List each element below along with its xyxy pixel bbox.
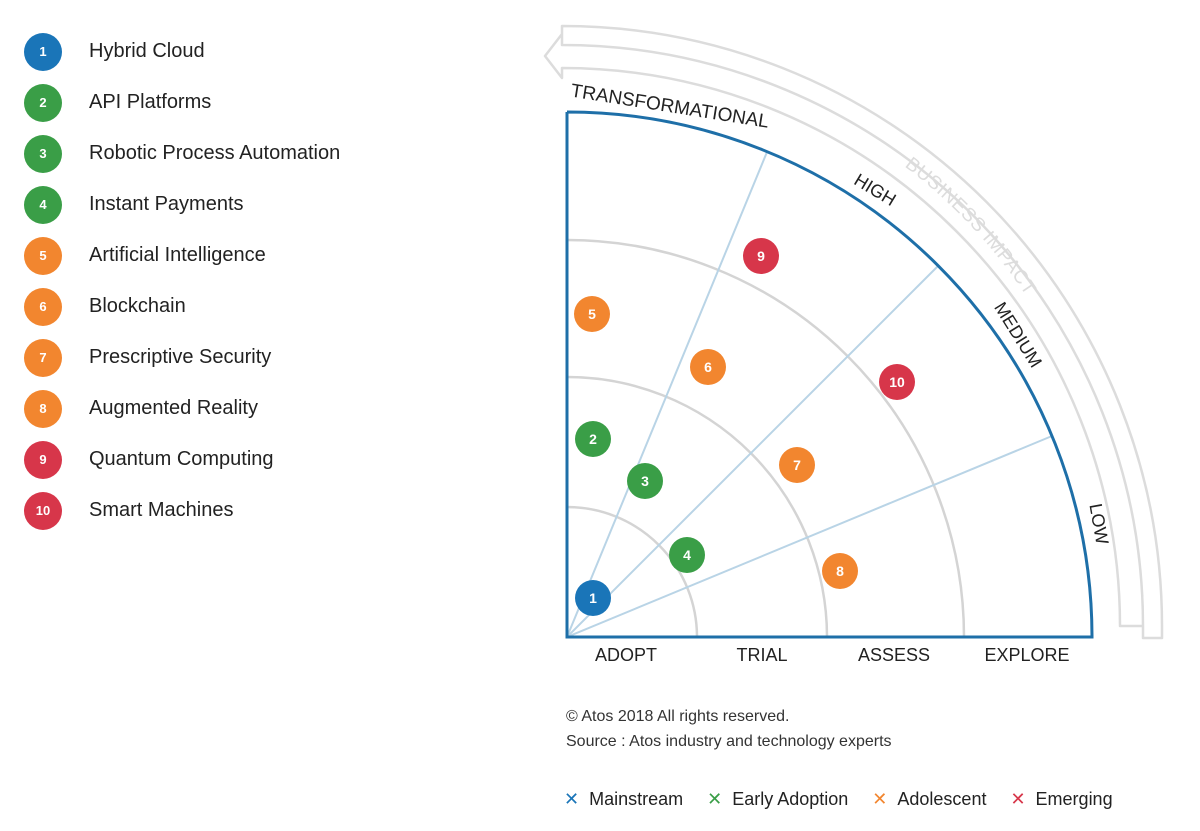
marker-number: 4: [683, 547, 691, 563]
marker-number: 6: [704, 359, 712, 375]
legend-label: Instant Payments: [89, 193, 244, 215]
ring-label-adopt: ADOPT: [595, 645, 657, 665]
legend-number-badge: 10: [24, 491, 62, 530]
marker-number: 7: [793, 457, 801, 473]
technology-legend: 1 Hybrid Cloud 2 API Platforms 3 Robotic Pr…: [24, 26, 340, 536]
marker-number: 5: [588, 306, 596, 322]
legend-label: Quantum Computing: [89, 448, 274, 470]
legend-item: 7 Prescriptive Security: [24, 332, 340, 383]
legend-number-badge: 4: [24, 185, 62, 224]
marker-circle: [574, 296, 610, 332]
legend-item: 10 Smart Machines: [24, 485, 340, 536]
legend-number-badge: 9: [24, 440, 62, 479]
x-mark-icon: ✕: [872, 789, 888, 809]
marker-circle: [627, 463, 663, 499]
maturity-legend: ✕ Mainstream ✕ Early Adoption ✕ Adolescent …: [564, 789, 1137, 810]
maturity-legend-item: ✕ Mainstream: [564, 789, 683, 810]
marker-circle: [779, 447, 815, 483]
impact-level-transformational: TRANSFORMATIONAL: [569, 81, 770, 133]
technology-radar: BUSINESS IMPACT HIGH MEDIUM LOW TRANSFOR…: [543, 24, 1164, 665]
legend-item: 6 Blockchain: [24, 281, 340, 332]
maturity-label: Adolescent: [897, 789, 987, 809]
legend-item: 9 Quantum Computing: [24, 434, 340, 485]
legend-label: Smart Machines: [89, 499, 234, 521]
marker-circle: [822, 553, 858, 589]
marker-number: 1: [589, 590, 597, 606]
legend-label: Prescriptive Security: [89, 346, 272, 368]
technology-marker-4: 4: [669, 537, 705, 573]
marker-number: 9: [757, 248, 765, 264]
marker-circle: [690, 349, 726, 385]
marker-circle: [575, 421, 611, 457]
maturity-legend-item: ✕ Adolescent: [872, 789, 986, 810]
maturity-legend-item: ✕ Emerging: [1010, 789, 1112, 810]
technology-marker-5: 5: [574, 296, 610, 332]
legend-number-badge: 2: [24, 83, 62, 122]
legend-number-badge: 1: [24, 32, 62, 71]
legend-item: 3 Robotic Process Automation: [24, 128, 340, 179]
x-mark-icon: ✕: [707, 789, 723, 809]
maturity-label: Early Adoption: [732, 789, 849, 809]
maturity-label: Emerging: [1035, 789, 1113, 809]
legend-number-badge: 8: [24, 389, 62, 428]
marker-circle: [669, 537, 705, 573]
technology-marker-3: 3: [627, 463, 663, 499]
marker-number: 3: [641, 473, 649, 489]
ring-label-assess: ASSESS: [858, 645, 930, 665]
business-impact-arrow: [543, 24, 1164, 640]
technology-marker-1: 1: [575, 580, 611, 616]
legend-item: 2 API Platforms: [24, 77, 340, 128]
legend-number-badge: 7: [24, 338, 62, 377]
technology-marker-10: 10: [879, 364, 915, 400]
maturity-label: Mainstream: [589, 789, 684, 809]
sector-line: [566, 435, 1053, 638]
legend-label: Augmented Reality: [89, 397, 258, 419]
ring-label-explore: EXPLORE: [984, 645, 1069, 665]
technology-marker-8: 8: [822, 553, 858, 589]
legend-number-badge: 3: [24, 134, 62, 173]
legend-label: Artificial Intelligence: [89, 244, 266, 266]
marker-number: 10: [889, 374, 905, 390]
x-mark-icon: ✕: [564, 789, 580, 809]
sector-line: [566, 265, 939, 638]
marker-number: 8: [836, 563, 844, 579]
technology-marker-9: 9: [743, 238, 779, 274]
technology-marker-2: 2: [575, 421, 611, 457]
copyright-text: © Atos 2018 All rights reserved.: [566, 708, 790, 725]
radar-outline: [565, 110, 1094, 639]
source-text: Source : Atos industry and technology ex…: [566, 733, 892, 750]
legend-label: Hybrid Cloud: [89, 40, 205, 62]
legend-label: API Platforms: [89, 91, 212, 113]
marker-circle: [879, 364, 915, 400]
marker-number: 2: [589, 431, 597, 447]
marker-circle: [743, 238, 779, 274]
legend-item: 5 Artificial Intelligence: [24, 230, 340, 281]
credits: © Atos 2018 All rights reserved. Source …: [566, 704, 892, 754]
legend-number-badge: 6: [24, 287, 62, 326]
marker-circle: [575, 580, 611, 616]
maturity-legend-item: ✕ Early Adoption: [707, 789, 848, 810]
legend-item: 8 Augmented Reality: [24, 383, 340, 434]
technology-marker-7: 7: [779, 447, 815, 483]
sector-line: [566, 151, 768, 638]
x-mark-icon: ✕: [1010, 789, 1026, 809]
legend-item: 1 Hybrid Cloud: [24, 26, 340, 77]
ring-label-trial: TRIAL: [736, 645, 787, 665]
technology-marker-6: 6: [690, 349, 726, 385]
legend-label: Robotic Process Automation: [89, 142, 341, 164]
legend-number-badge: 5: [24, 236, 62, 275]
impact-axis-label: BUSINESS IMPACT: [901, 153, 1040, 299]
legend-label: Blockchain: [89, 295, 186, 317]
legend-item: 4 Instant Payments: [24, 179, 340, 230]
